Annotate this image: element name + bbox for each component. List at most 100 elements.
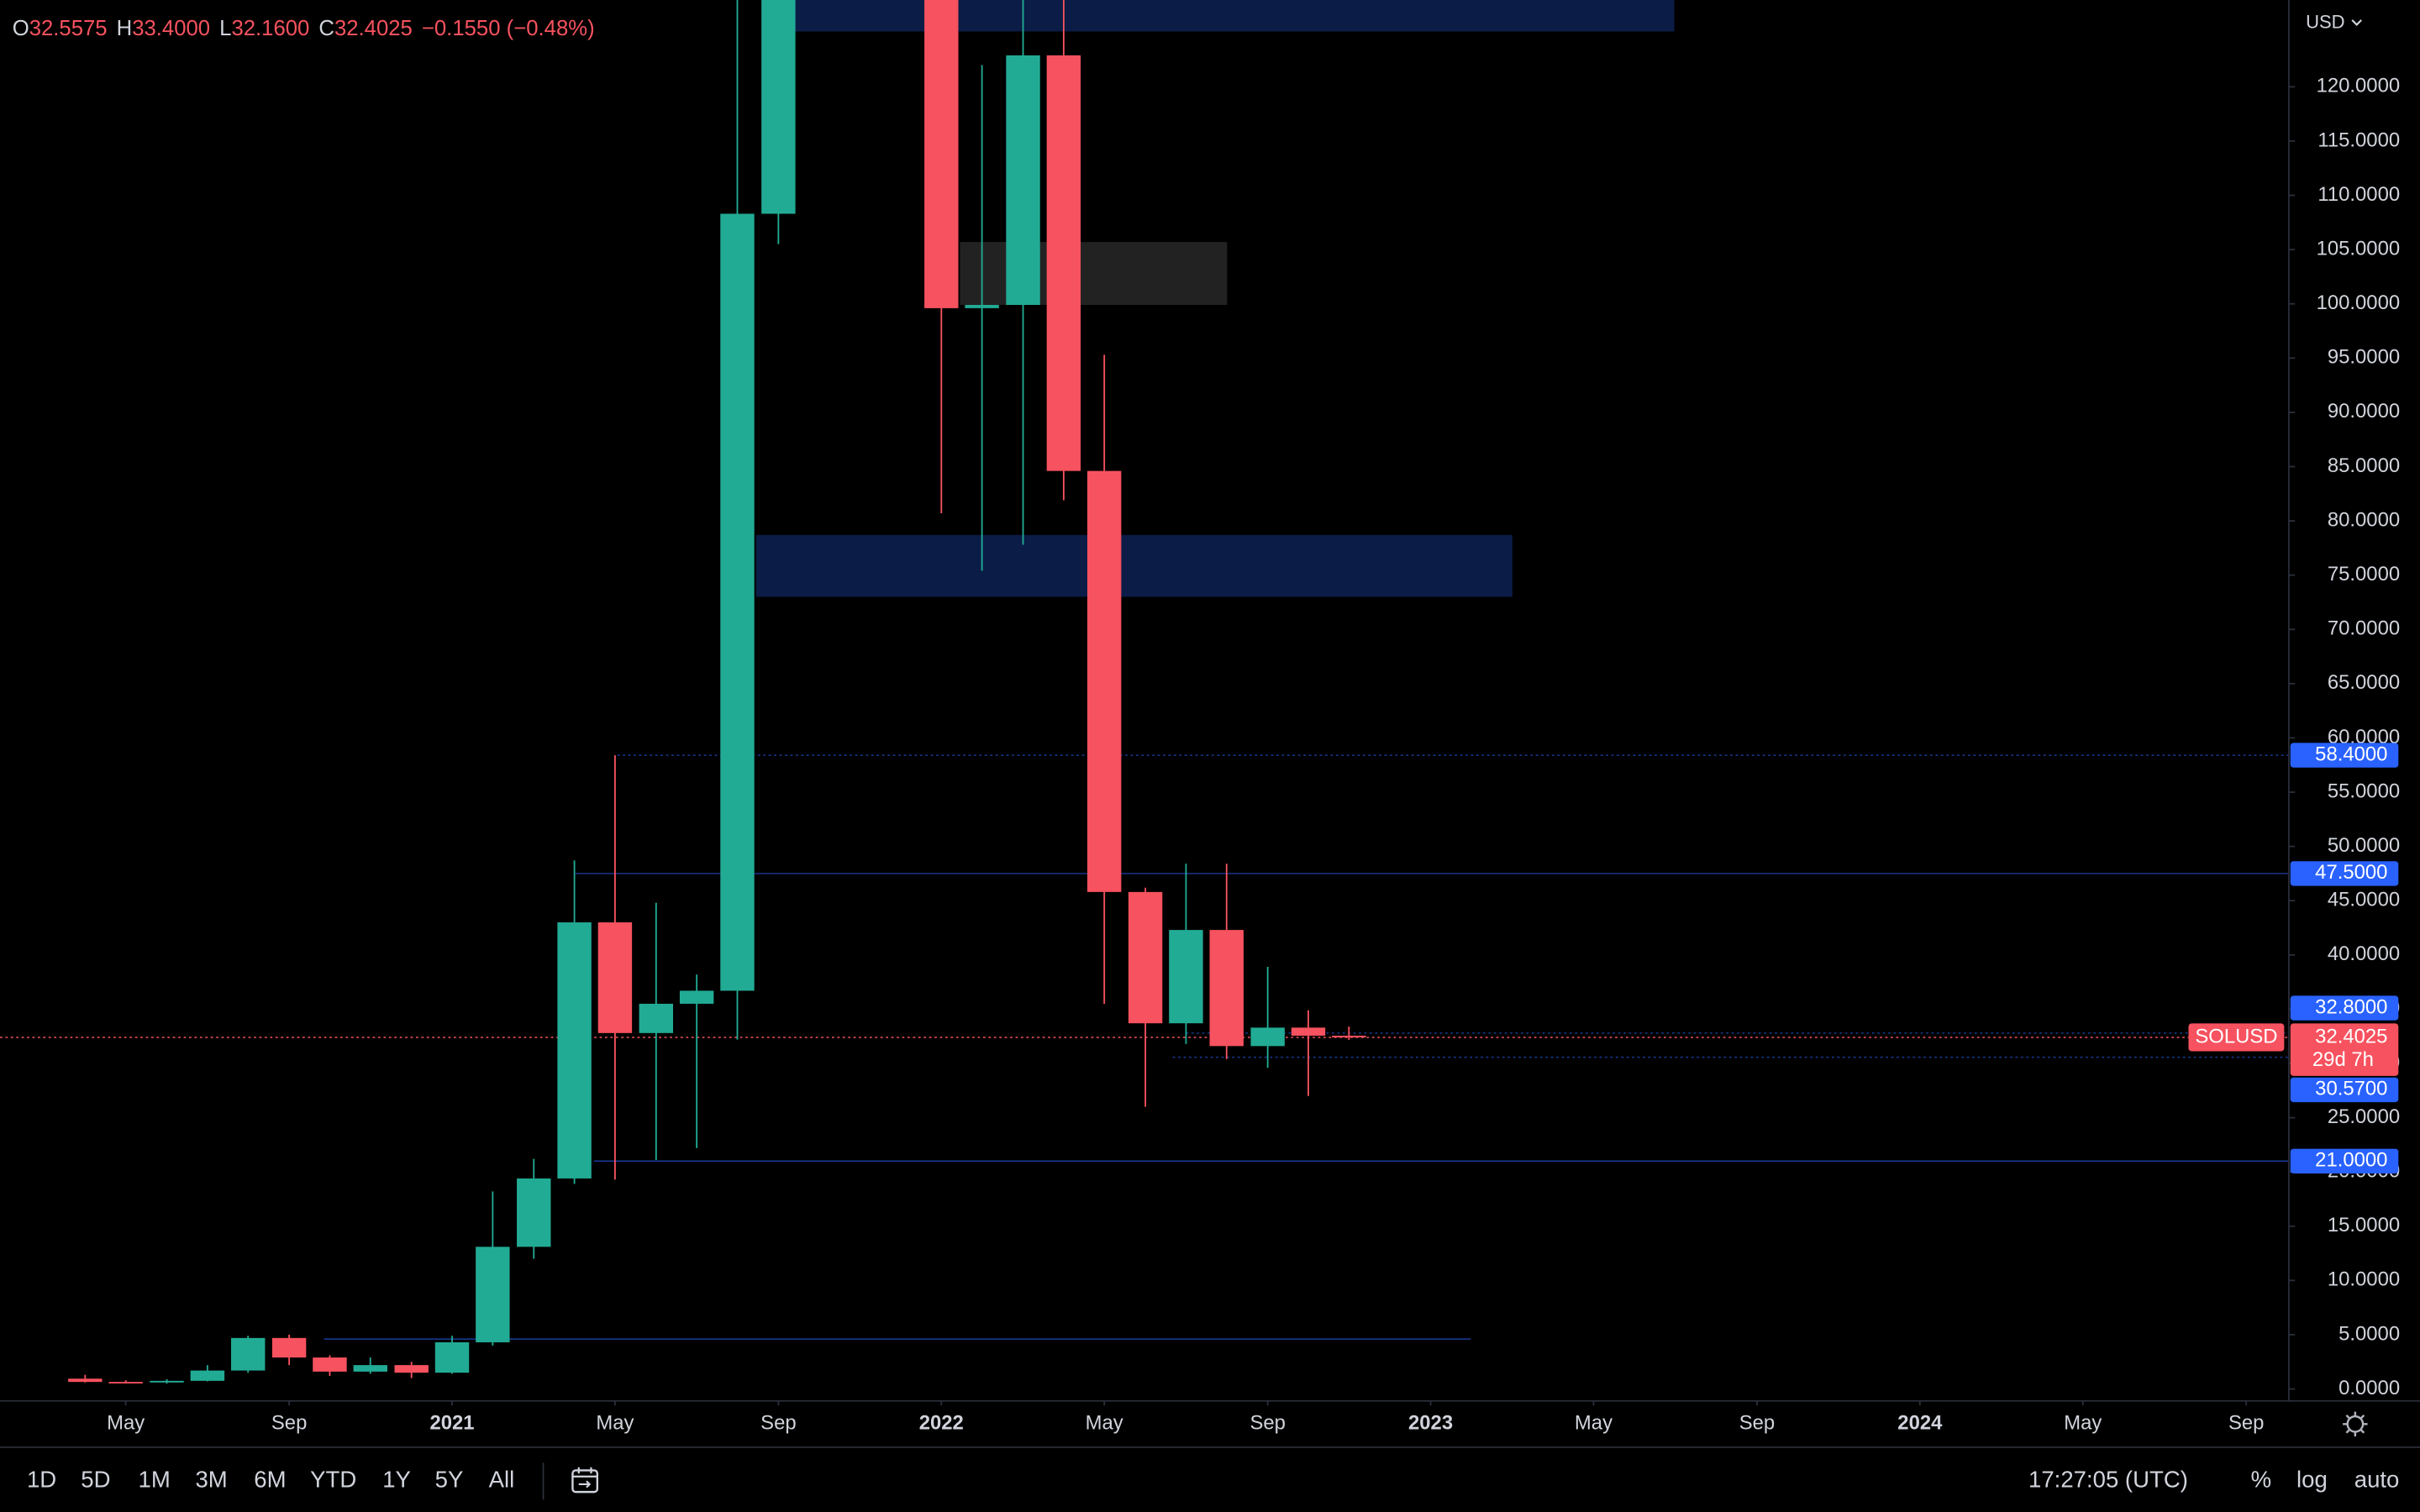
x-tick-label: May [1575,1412,1612,1435]
y-tick-label: 40.0000 [2328,942,2400,965]
y-tick-label: 70.0000 [2328,617,2400,640]
level-label: 32.8000 [2315,995,2387,1018]
x-tick-label: May [2064,1412,2102,1435]
scale-option[interactable]: auto [2354,1467,2400,1493]
y-tick-label: 80.0000 [2328,508,2400,531]
range-button[interactable]: 3M [195,1467,227,1493]
legend-key: O [13,17,29,40]
candle-body [476,1247,510,1342]
y-tick-label: 115.0000 [2317,129,2400,151]
legend-value: 32.4025 [334,17,413,40]
legend-value: 32.1600 [231,17,309,40]
candle-body [557,922,592,1179]
candle-body [761,0,796,214]
level-label-box [2290,861,2399,886]
x-tick-label: Sep [1739,1412,1775,1435]
x-tick-label: 2023 [1408,1412,1453,1435]
y-tick-label: 100.0000 [2317,291,2401,314]
legend-value: 32.5575 [29,17,108,40]
plot-area [0,0,2289,1384]
axes: 0.00005.000010.000015.000020.000025.0000… [107,75,2400,1435]
y-tick-label: 55.0000 [2328,780,2400,802]
last-price-label: 32.4025 [2315,1025,2387,1047]
x-tick-label: Sep [1249,1412,1285,1435]
symbol-tag: SOLUSD [2195,1025,2277,1047]
candle-body [231,1337,266,1371]
currency[interactable]: USD [2306,11,2345,32]
y-tick-label: 50.0000 [2328,834,2400,857]
candle-body [1209,930,1244,1047]
range-button[interactable]: 6M [254,1467,286,1493]
candle-body [1086,470,1122,892]
zone [960,242,1228,306]
candle-body [679,990,714,1004]
level-label-box [2290,995,2399,1021]
candle-body [1046,55,1081,471]
toolbar: 1D 5D 1M 3M 6M YTD 1Y 5Y All 17:27:05 (UTC)% log au… [27,1467,2399,1493]
level-label: 47.5000 [2315,861,2387,884]
ohlc-legend: O32.5575 H33.4000 L32.1600 C32.4025 −0.1550 … [13,17,595,40]
candle-body [150,1380,184,1383]
candle-body [394,1365,429,1373]
gear[interactable] [2346,1415,2365,1433]
candle-body [1250,1027,1285,1047]
date-range-icon[interactable] [571,1467,599,1494]
x-tick-label: 2021 [429,1412,474,1435]
x-tick-label: 2024 [1897,1412,1943,1435]
candle-body [271,1337,307,1358]
candle-body [965,305,999,308]
candle-body [313,1357,347,1372]
level-label: 30.5700 [2315,1078,2387,1100]
calendar-lines[interactable] [572,1467,597,1488]
candle-body [434,1341,470,1373]
range-button[interactable]: 1M [139,1467,171,1493]
level-label-box [2290,1077,2399,1103]
currency-chevron[interactable] [2351,19,2362,26]
legend-key: C [318,17,334,40]
x-tick-label: Sep [271,1412,307,1435]
x-tick-label: May [596,1412,634,1435]
y-tick-label: 90.0000 [2328,400,2400,423]
y-tick-label: 105.0000 [2317,237,2401,260]
scale-option[interactable]: % [2251,1467,2272,1493]
candle-body [1128,891,1163,1024]
calendar[interactable] [571,1469,599,1494]
x-tick-label: Sep [760,1412,796,1435]
range-button[interactable]: 5Y [435,1467,464,1493]
y-tick-label: 75.0000 [2328,563,2400,585]
range-button[interactable]: 1D [27,1467,56,1493]
y-tick-label: 85.0000 [2328,454,2400,477]
candle-body [1006,55,1040,306]
level-label: 58.4000 [2315,743,2387,765]
scale-option[interactable]: log [2296,1467,2328,1493]
candle-body [1332,1035,1366,1037]
y-tick-label: 45.0000 [2328,889,2400,911]
level-label-box [2290,1148,2399,1173]
clock[interactable]: 17:27:05 (UTC) [2028,1467,2188,1493]
range-button[interactable]: All [489,1467,515,1493]
y-tick-label: 5.0000 [2338,1322,2400,1345]
symbol-tag-box [2188,1023,2285,1052]
range-button[interactable]: 5D [81,1467,110,1493]
candle-body [1291,1027,1326,1036]
candle-body [720,213,755,991]
legend-key: H [117,17,133,40]
y-tick-label: 110.0000 [2317,183,2400,206]
x-tick-label: 2022 [919,1412,964,1435]
legend-change: −0.1550 (−0.48%) [422,17,595,40]
candle-body [68,1378,103,1383]
candle-body [108,1382,143,1383]
candle-body [190,1370,225,1381]
legend-key: L [219,17,231,40]
settings-icon[interactable] [2343,1411,2368,1436]
gear-teeth[interactable] [2343,1411,2368,1436]
range-button[interactable]: 1Y [382,1467,411,1493]
range-button[interactable]: YTD [310,1467,356,1493]
x-tick-label: May [107,1412,145,1435]
y-tick-label: 95.0000 [2328,346,2400,369]
candle-body [597,922,633,1033]
last-price-box [2290,1023,2399,1076]
